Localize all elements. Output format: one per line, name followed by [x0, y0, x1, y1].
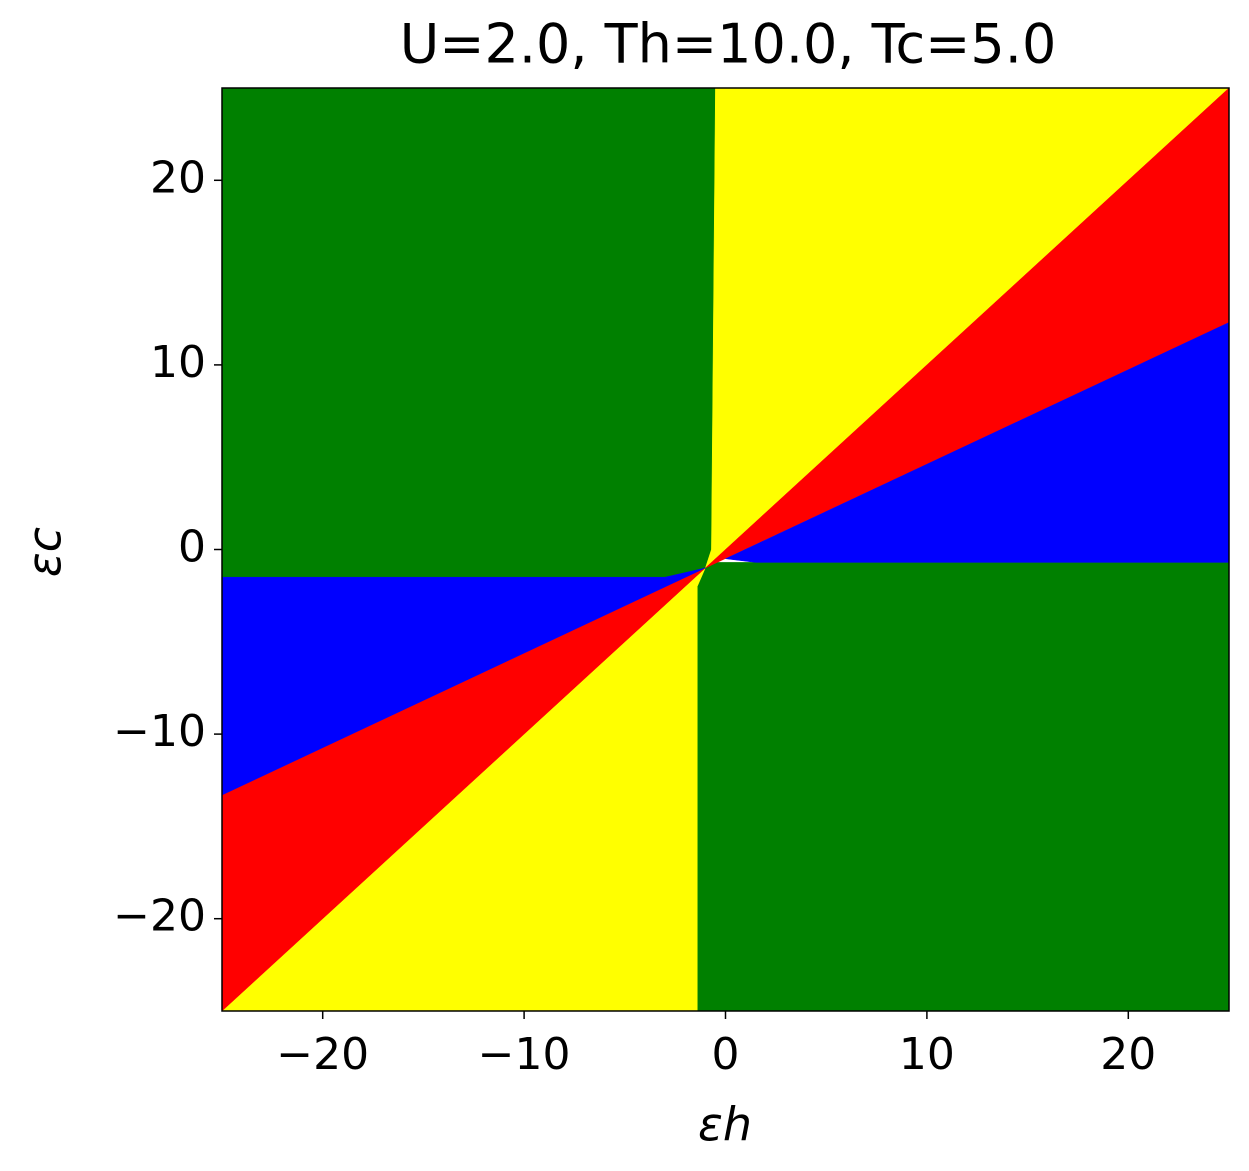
- y-tick-label: 20: [150, 152, 206, 203]
- y-tick-label: −10: [113, 706, 206, 757]
- x-tick-label: 20: [1100, 1029, 1156, 1080]
- x-tick-label: −20: [276, 1029, 369, 1080]
- y-tick-label: 0: [178, 522, 206, 573]
- x-tick-label: 0: [712, 1029, 740, 1080]
- x-tick-label: 10: [899, 1029, 955, 1080]
- chart-title: U=2.0, Th=10.0, Tc=5.0: [400, 13, 1057, 76]
- x-axis-label: εh: [698, 1098, 752, 1152]
- y-tick-label: −20: [113, 891, 206, 942]
- y-tick-label: 10: [150, 337, 206, 388]
- x-tick-label: −10: [478, 1029, 571, 1080]
- region: [221, 87, 716, 578]
- region: [697, 562, 1230, 1012]
- y-axis-label: εc: [18, 527, 72, 577]
